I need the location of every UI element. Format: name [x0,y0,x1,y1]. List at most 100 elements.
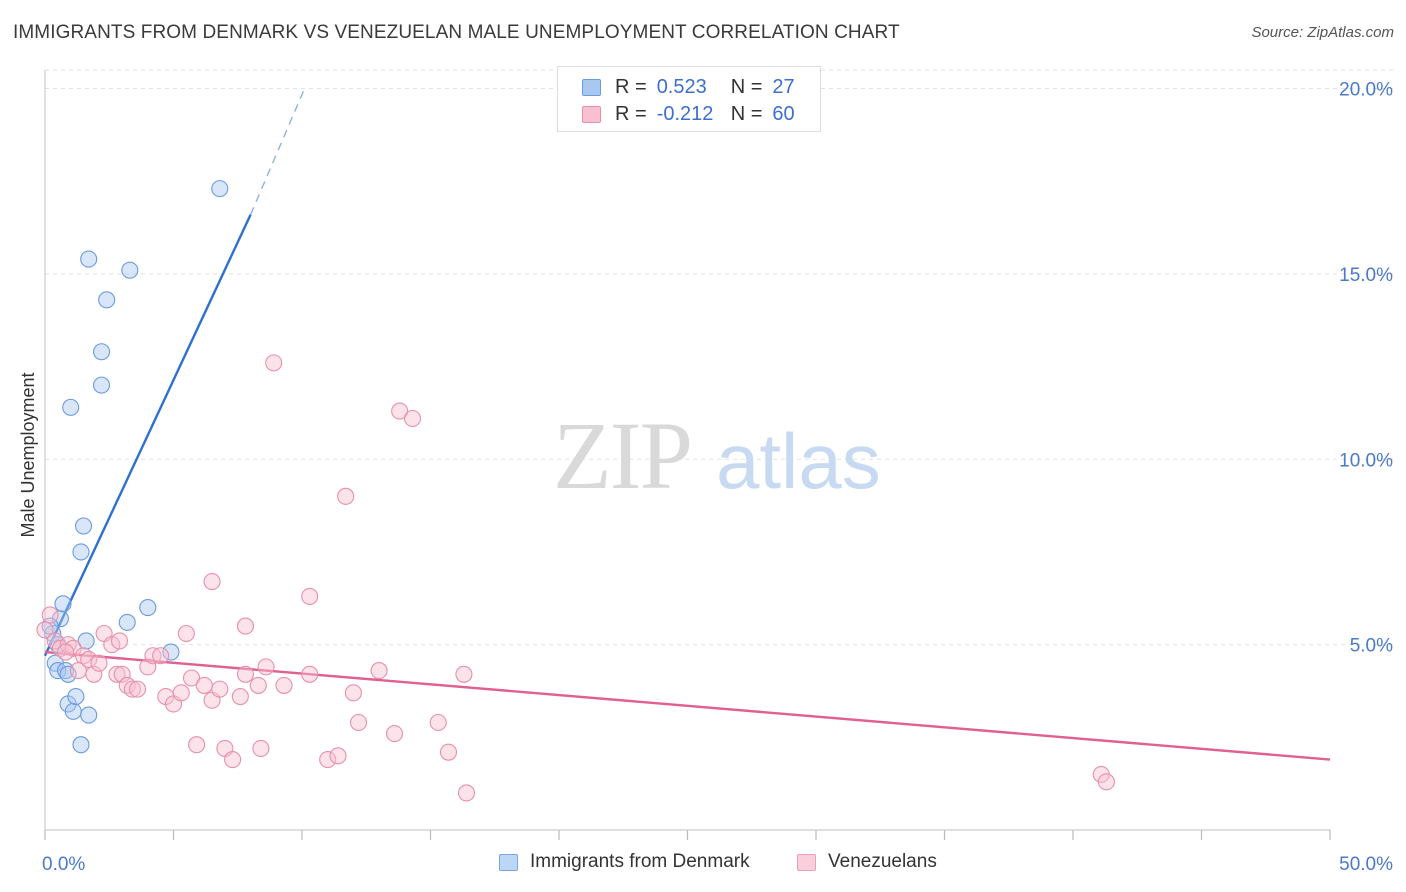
legend-r-label: R = [615,75,647,98]
data-point [195,676,213,694]
series-denmark [41,180,229,754]
data-point [90,654,108,672]
legend-row-venezuelans: R = -0.212 N = 60 [582,102,795,126]
scatter-points [36,180,1115,802]
x-ticks [44,830,1331,840]
data-point [319,751,337,769]
y-axis-label: Male Unemployment [18,372,38,537]
data-point [80,706,98,724]
y-tick-label: 15.0% [1339,265,1393,286]
data-point [162,643,180,661]
data-point [1097,773,1115,791]
data-point [121,261,139,279]
series-legend-label: Venezuelans [828,851,937,872]
trend-line-extension [249,88,306,215]
legend-r-label: R = [615,102,647,125]
data-point [92,343,111,361]
series-legend: Immigrants from Denmark Venezuelans [0,851,1406,877]
series-legend-swatch [499,853,518,871]
data-point [113,665,131,683]
legend-swatch-denmark [582,78,601,96]
data-point [98,291,116,309]
source-label: Source: ZipAtlas.com [1251,24,1394,41]
data-point [301,587,319,605]
watermark: ZIP atlas [553,402,881,509]
legend-r-value: 0.523 [656,75,707,98]
series-venezuelans [36,354,1115,802]
data-point [349,713,368,732]
trend-line-denmark [43,214,252,657]
data-point [403,409,422,428]
data-point [457,784,476,802]
data-point [344,684,362,702]
data-point [59,665,77,683]
data-point [118,613,136,631]
legend-n-label: N = [730,102,763,125]
data-point [211,180,229,198]
data-point [64,702,82,720]
data-point [439,743,458,761]
series-legend-label: Immigrants from Denmark [530,851,750,872]
data-point [231,687,249,706]
legend: R = 0.523 N = 27 R = -0.212 N = 60 [557,66,821,132]
data-point [265,354,283,372]
x-tick-label-min: 0.0% [42,854,85,875]
data-point [329,747,347,765]
data-point [301,665,319,683]
x-tick-label-max: 50.0% [1339,854,1393,875]
data-point [182,669,201,687]
data-point [337,487,355,505]
data-point [391,402,409,420]
data-point [110,632,129,650]
data-point [62,398,80,416]
data-point [128,680,147,698]
series-legend-swatch [797,853,816,871]
data-point [72,543,90,561]
series-legend-item-denmark[interactable]: Immigrants from Denmark [499,851,750,873]
watermark-atlas: atlas [716,417,881,505]
data-point [236,617,255,635]
data-point [72,736,90,754]
data-point [257,658,275,676]
y-tick-label: 10.0% [1339,450,1393,471]
data-point [77,632,95,650]
legend-n-value: 27 [772,75,795,98]
data-point [80,250,98,268]
y-tick-labels: 5.0% 10.0% 15.0% 20.0% [1339,80,1393,657]
legend-row-denmark: R = 0.523 N = 27 [582,75,795,99]
series-legend-item-venezuelans[interactable]: Venezuelans [797,851,937,873]
data-point [139,599,157,617]
data-point [370,662,388,680]
data-point [152,647,170,665]
data-point [103,636,121,654]
data-point [177,624,195,643]
data-point [85,665,103,683]
data-point [54,595,72,613]
grid-lines [45,69,1395,646]
data-point [188,736,206,754]
legend-n-value: 60 [772,102,795,125]
data-point [211,680,229,698]
y-tick-label: 20.0% [1339,80,1393,101]
data-point [172,684,190,702]
watermark-zip: ZIP [553,402,691,509]
data-point [252,739,270,757]
data-point [139,658,157,676]
data-point [385,725,404,743]
data-point [236,665,255,683]
data-point [429,713,447,732]
data-point [67,687,85,706]
legend-r-value: -0.212 [656,102,714,125]
data-point [203,573,221,591]
data-point [249,676,267,694]
chart-title: IMMIGRANTS FROM DENMARK VS VENEZUELAN MA… [13,22,900,43]
trend-line-venezuelans [44,650,1331,761]
data-point [275,676,293,694]
data-point [75,517,93,535]
legend-n-label: N = [730,75,763,98]
data-point [224,751,242,769]
data-point [92,376,111,394]
legend-swatch-venezuelans [582,105,601,123]
data-point [57,643,75,661]
